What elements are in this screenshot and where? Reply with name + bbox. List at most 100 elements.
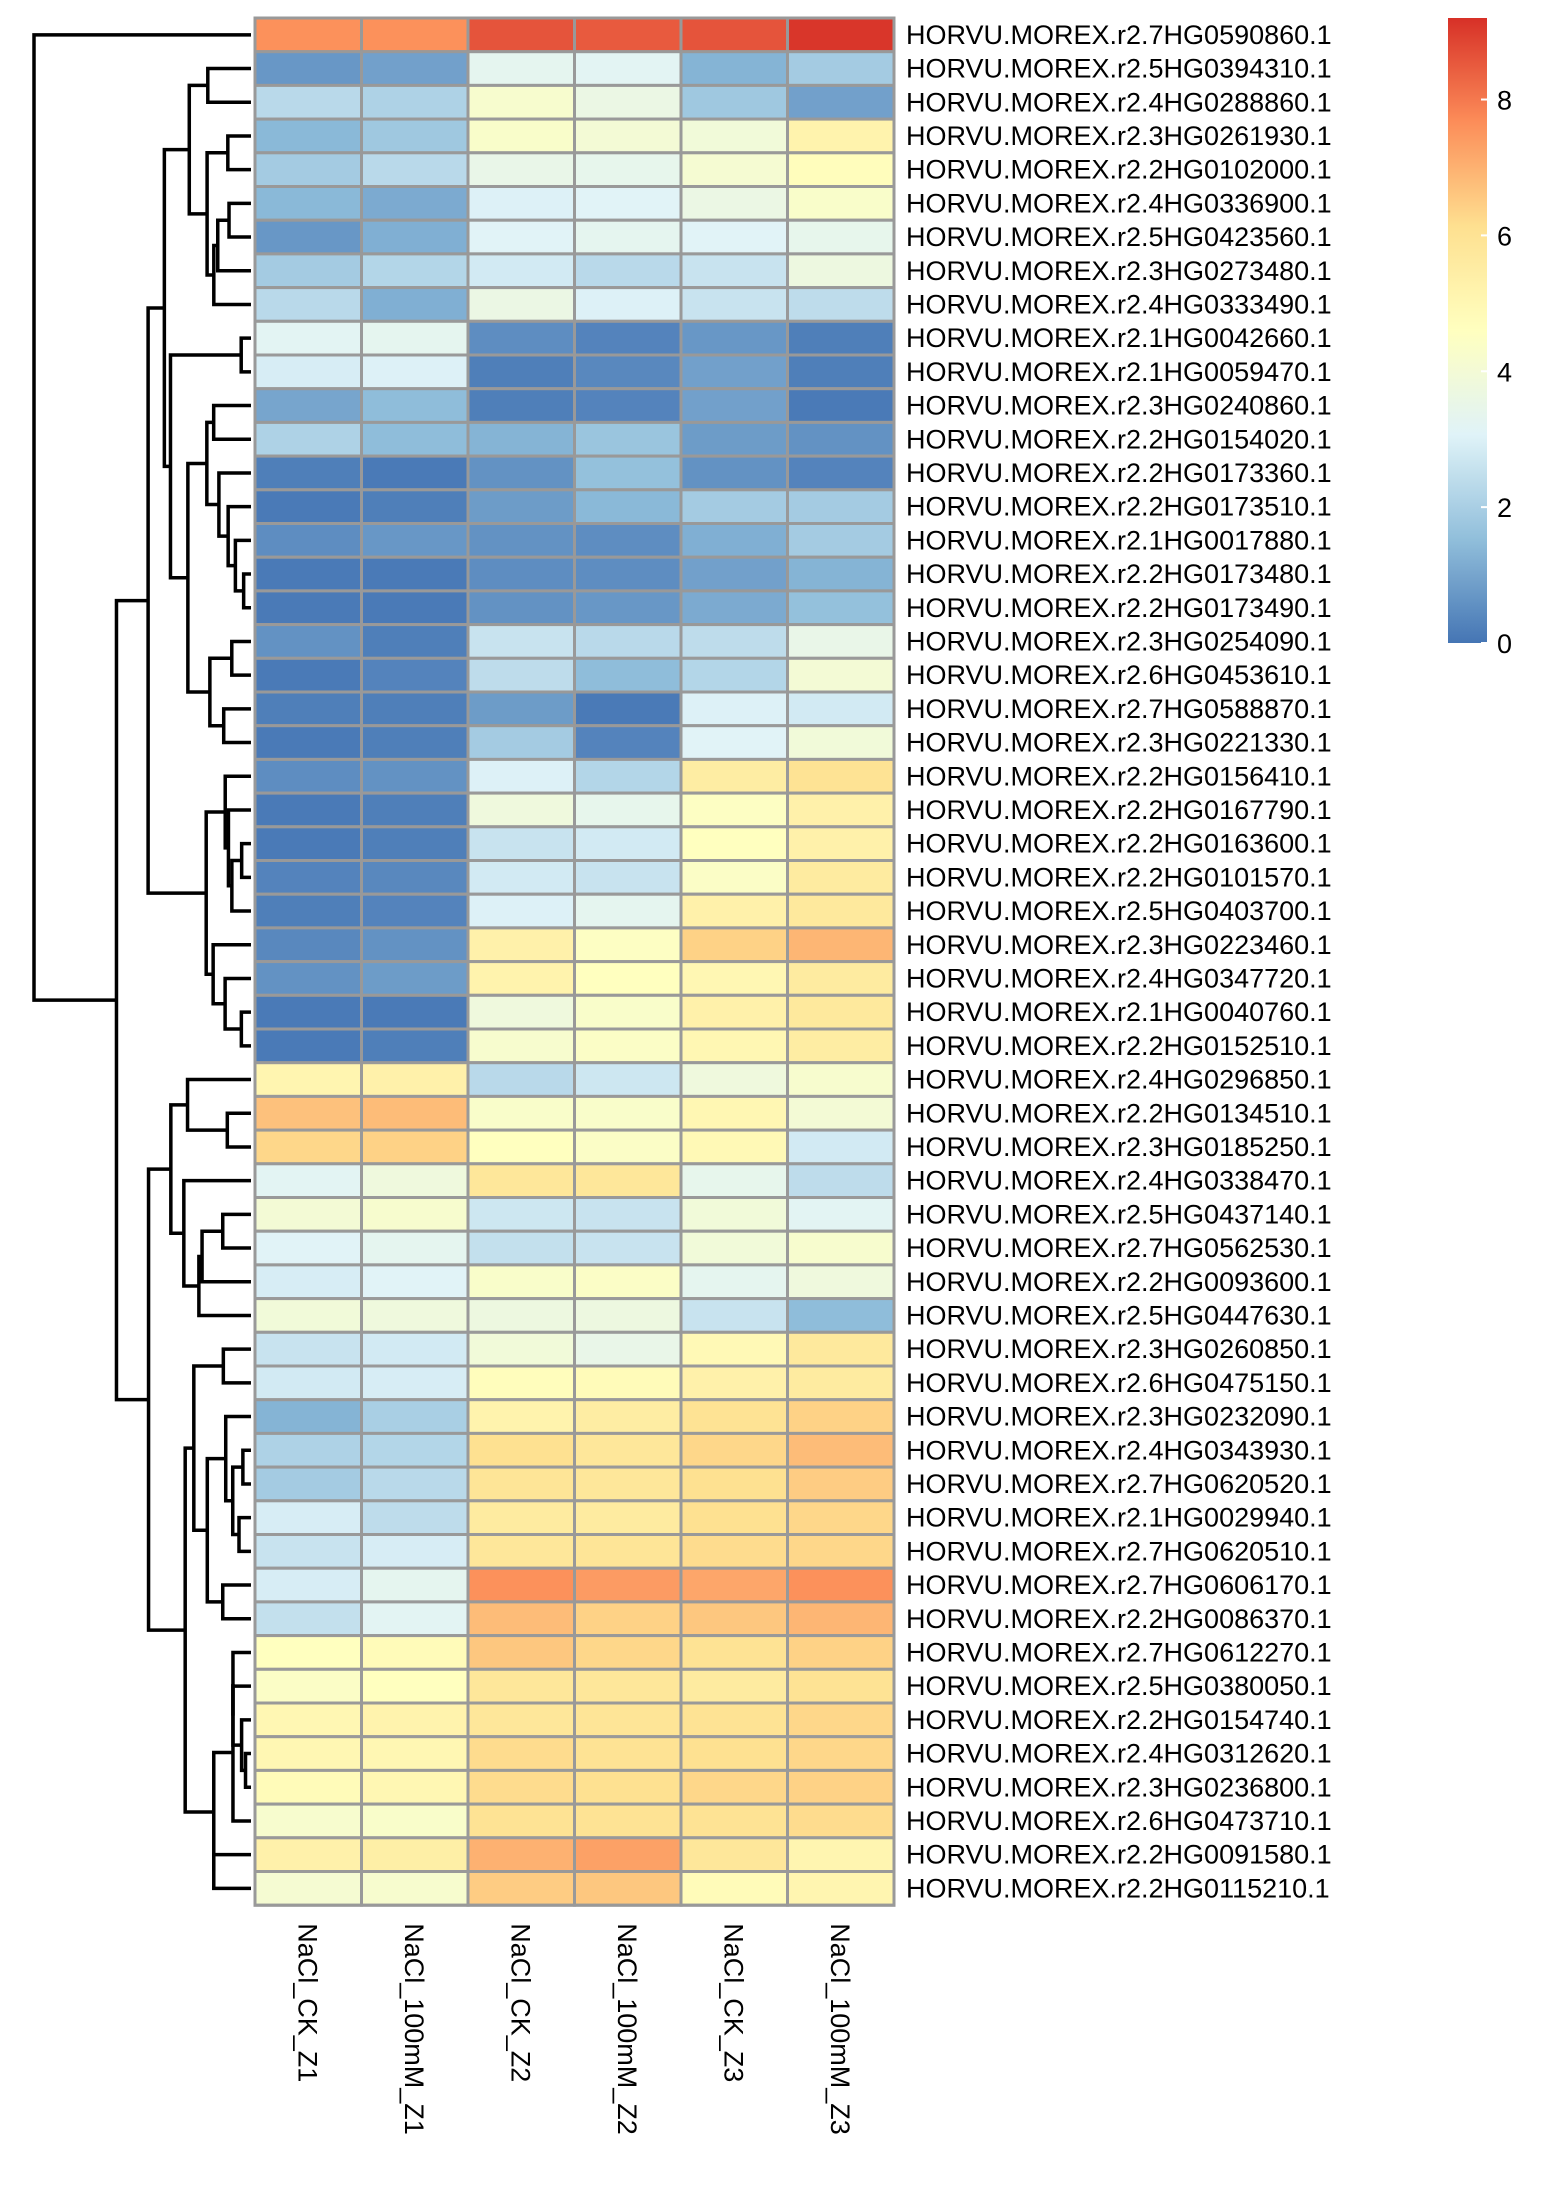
heatmap-cell: [466, 1836, 576, 1874]
dendrogram-branch: [226, 504, 251, 568]
heatmap-cell: [253, 1499, 363, 1537]
heatmap-cell: [573, 1566, 683, 1604]
heatmap-cell: [573, 926, 683, 964]
row-label: HORVU.MOREX.r2.3HG0185250.1: [906, 1132, 1332, 1162]
heatmap-cell: [573, 1634, 683, 1671]
heatmap-cell: [679, 1768, 789, 1806]
dendrogram-branch: [239, 1718, 251, 1773]
heatmap-cell: [679, 1162, 789, 1200]
heatmap-cell: [786, 1263, 896, 1301]
heatmap-cell: [679, 353, 789, 391]
heatmap-cell: [253, 151, 363, 189]
dendrogram-branch: [231, 1684, 251, 1747]
heatmap-cell: [253, 50, 363, 87]
dendrogram-branch: [233, 538, 251, 593]
heatmap-cell: [466, 218, 576, 256]
heatmap-cell: [679, 117, 789, 155]
row-label: HORVU.MOREX.r2.2HG0086370.1: [906, 1604, 1332, 1634]
dendrogram-branch: [205, 1456, 226, 1604]
heatmap-cell: [466, 926, 576, 964]
row-label: HORVU.MOREX.r2.7HG0562530.1: [906, 1233, 1332, 1263]
row-label: HORVU.MOREX.r2.2HG0115210.1: [906, 1873, 1330, 1903]
heatmap-cell: [360, 791, 470, 829]
heatmap-cell: [466, 151, 576, 189]
row-label: HORVU.MOREX.r2.3HG0240860.1: [906, 391, 1332, 421]
heatmap-cell: [679, 1330, 789, 1368]
heatmap-cell: [466, 724, 576, 761]
dendrogram-branch: [239, 841, 251, 880]
legend-tick-label: 2: [1497, 493, 1512, 523]
dendrogram-branch: [169, 1103, 188, 1236]
heatmap-cell: [360, 1297, 470, 1334]
heatmap-cell: [360, 1735, 470, 1772]
heatmap-cell: [573, 1465, 683, 1503]
heatmap-cell: [786, 623, 896, 660]
heatmap-cell: [360, 151, 470, 189]
dendrogram-branch: [187, 83, 208, 216]
heatmap-cell: [786, 1229, 896, 1267]
heatmap-cell: [786, 926, 896, 964]
row-label: HORVU.MOREX.r2.2HG0102000.1: [906, 155, 1332, 185]
heatmap-cell: [466, 522, 576, 559]
heatmap-cell: [253, 1229, 363, 1267]
heatmap-cell: [253, 892, 363, 930]
dendrogram-branch: [221, 707, 251, 745]
heatmap-cell: [786, 1330, 896, 1368]
heatmap-cell: [360, 1061, 470, 1098]
heatmap-cell: [786, 1027, 896, 1065]
heatmap-cell: [573, 859, 683, 896]
heatmap-cell: [360, 892, 470, 930]
heatmap-cell: [466, 960, 576, 997]
heatmap-cell: [679, 1027, 789, 1065]
row-label: HORVU.MOREX.r2.3HG0254090.1: [906, 626, 1332, 656]
heatmap-cell: [786, 1667, 896, 1705]
heatmap-cell: [253, 1600, 363, 1638]
dendrogram-branch: [192, 1364, 224, 1533]
heatmap-cell: [573, 589, 683, 627]
heatmap-cell: [253, 1263, 363, 1301]
legend-tick-label: 8: [1497, 86, 1512, 116]
heatmap-cell: [466, 1431, 576, 1469]
heatmap-cell: [786, 522, 896, 559]
heatmap-cell: [253, 757, 363, 795]
heatmap-cell: [573, 1263, 683, 1301]
heatmap-cell: [573, 522, 683, 559]
heatmap-cell: [679, 791, 789, 829]
row-label: HORVU.MOREX.r2.2HG0167790.1: [906, 795, 1332, 825]
row-label: HORVU.MOREX.r2.6HG0475150.1: [906, 1368, 1332, 1398]
heatmap-cell: [786, 1061, 896, 1098]
heatmap-cell: [679, 1870, 789, 1907]
heatmap-cell: [786, 1465, 896, 1503]
heatmap-cell: [360, 1094, 470, 1132]
heatmap-cell: [786, 589, 896, 627]
row-label: HORVU.MOREX.r2.2HG0091580.1: [906, 1840, 1332, 1870]
heatmap-cell: [786, 117, 896, 155]
legend-tick-label: 6: [1497, 221, 1512, 251]
heatmap-cell: [679, 1364, 789, 1402]
dendrogram-branch: [220, 1583, 251, 1621]
heatmap-cell: [360, 1600, 470, 1638]
heatmap-cell: [360, 993, 470, 1031]
heatmap-cell: [786, 1398, 896, 1435]
heatmap-cell: [786, 420, 896, 458]
heatmap-cell: [679, 1600, 789, 1638]
heatmap-cell: [573, 1667, 683, 1705]
heatmap-cell: [360, 1802, 470, 1840]
heatmap-cell: [786, 218, 896, 256]
heatmap-cell: [679, 1094, 789, 1132]
heatmap-cell: [466, 1364, 576, 1402]
heatmap-cell: [786, 656, 896, 694]
row-label: HORVU.MOREX.r2.2HG0093600.1: [906, 1267, 1332, 1297]
heatmap-cell: [466, 1061, 576, 1098]
heatmap-cell: [679, 50, 789, 87]
heatmap-cell: [253, 589, 363, 627]
heatmap-cell: [466, 892, 576, 930]
heatmap-cell: [786, 1431, 896, 1469]
row-label: HORVU.MOREX.r2.2HG0156410.1: [906, 761, 1332, 791]
row-label: HORVU.MOREX.r2.3HG0273480.1: [906, 256, 1332, 286]
dendrogram-branch: [162, 147, 190, 469]
row-label: HORVU.MOREX.r2.1HG0059470.1: [906, 357, 1332, 387]
row-label: HORVU.MOREX.r2.5HG0447630.1: [906, 1300, 1332, 1330]
row-label: HORVU.MOREX.r2.2HG0134510.1: [906, 1098, 1332, 1128]
heatmap-cell: [786, 454, 896, 492]
